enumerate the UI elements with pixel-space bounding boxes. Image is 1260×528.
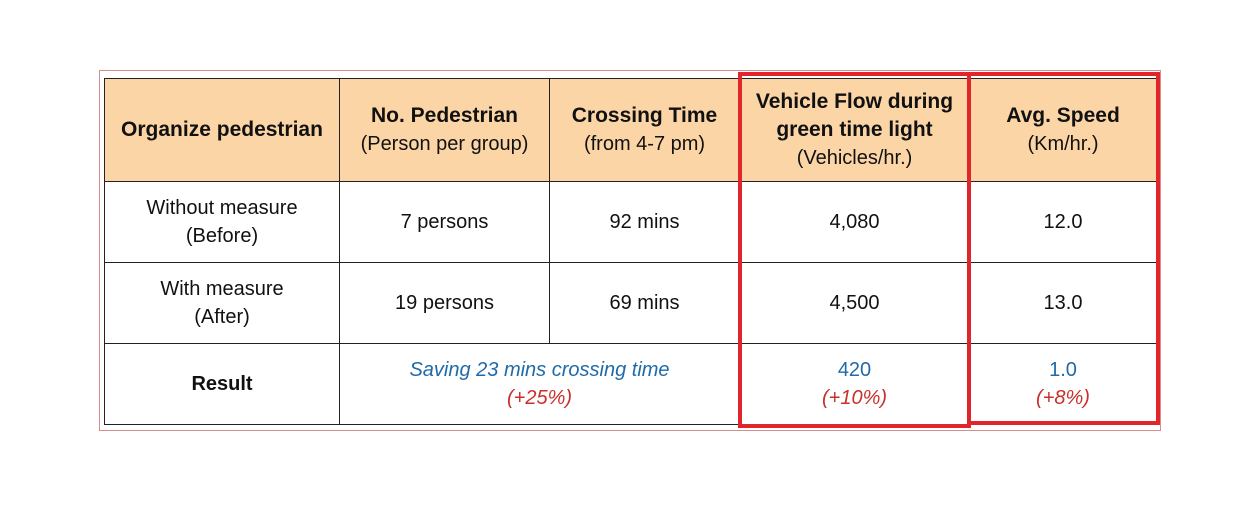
- header-no-pedestrian: No. Pedestrian (Person per group): [339, 78, 550, 182]
- cell-pedestrians: 19 persons: [339, 262, 550, 344]
- result-crossing-saving: Saving 23 mins crossing time: [409, 359, 670, 381]
- cell-crossing-time: 92 mins: [549, 181, 740, 263]
- result-speed-cell: 1.0 (+8%): [969, 343, 1157, 425]
- result-crossing-cell: Saving 23 mins crossing time (+25%): [339, 343, 740, 425]
- header-no-pedestrian-unit: (Person per group): [360, 133, 529, 155]
- row-label-line2: (After): [194, 306, 250, 328]
- row-label-line2: (Before): [185, 225, 259, 247]
- header-avg-speed: Avg. Speed (Km/hr.): [969, 78, 1157, 182]
- header-crossing-time-title: Crossing Time: [571, 104, 718, 127]
- vehicle-flow-highlight-box: [738, 72, 971, 428]
- header-crossing-time-unit: (from 4-7 pm): [583, 133, 706, 155]
- cell-vehicle-flow: 4,080: [739, 181, 970, 263]
- result-flow-gain: 420: [837, 359, 872, 381]
- table-frame: [99, 70, 1161, 431]
- cell-avg-speed: 12.0: [969, 181, 1157, 263]
- result-speed-gain: 1.0: [1049, 359, 1077, 381]
- row-label-line1: With measure: [160, 278, 284, 300]
- result-label: Result: [104, 343, 340, 425]
- cell-pedestrians: 7 persons: [339, 181, 550, 263]
- cell-crossing-time: 69 mins: [549, 262, 740, 344]
- result-flow-percent: (+10%): [821, 387, 888, 409]
- header-vehicle-flow-unit: (Vehicles/hr.): [796, 147, 913, 169]
- header-avg-speed-unit: (Km/hr.): [1027, 133, 1099, 155]
- table-row-result: Result Saving 23 mins crossing time (+25…: [104, 343, 1157, 425]
- result-speed-percent: (+8%): [1036, 387, 1090, 409]
- table-row-before: Without measure (Before) 7 persons 92 mi…: [104, 181, 1157, 263]
- header-no-pedestrian-title: No. Pedestrian: [370, 104, 519, 127]
- header-organize-pedestrian: Organize pedestrian: [104, 78, 340, 182]
- table-header-row: Organize pedestrian No. Pedestrian (Pers…: [104, 78, 1157, 182]
- row-label-line1: Without measure: [146, 197, 298, 219]
- comparison-table: Organize pedestrian No. Pedestrian (Pers…: [104, 78, 1157, 425]
- header-avg-speed-title: Avg. Speed: [1006, 104, 1120, 127]
- avg-speed-highlight-box: [967, 72, 1160, 425]
- header-vehicle-flow-title-2: green time light: [776, 118, 933, 141]
- header-vehicle-flow-title-1: Vehicle Flow during: [755, 90, 954, 113]
- cell-vehicle-flow: 4,500: [739, 262, 970, 344]
- table-row-after: With measure (After) 19 persons 69 mins …: [104, 262, 1157, 344]
- result-crossing-percent: (+25%): [506, 387, 573, 409]
- header-organize-pedestrian-label: Organize pedestrian: [121, 118, 323, 141]
- cell-avg-speed: 13.0: [969, 262, 1157, 344]
- row-label-cell: With measure (After): [104, 262, 340, 344]
- row-label-cell: Without measure (Before): [104, 181, 340, 263]
- header-vehicle-flow: Vehicle Flow during green time light (Ve…: [739, 78, 970, 182]
- header-crossing-time: Crossing Time (from 4-7 pm): [549, 78, 740, 182]
